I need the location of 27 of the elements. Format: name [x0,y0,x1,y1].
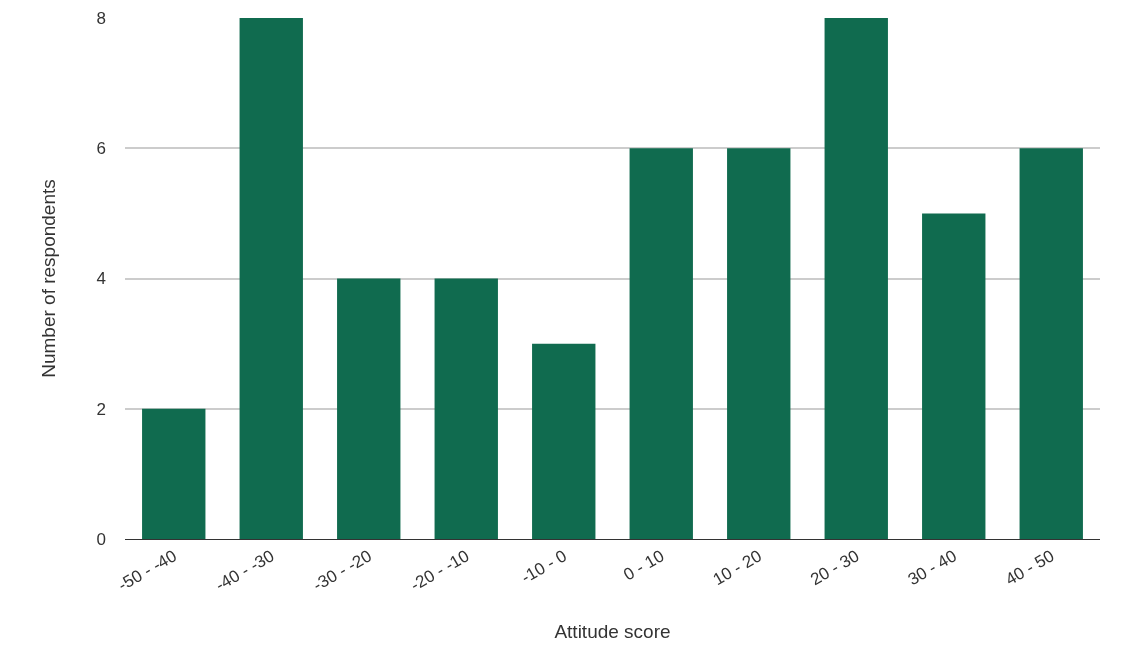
y-tick-label: 0 [96,529,106,549]
y-tick-label: 8 [96,8,106,28]
x-tick-label: 10 - 20 [709,546,765,590]
x-tick-label: -40 - -30 [212,546,278,595]
bar [434,278,498,539]
bar [142,408,206,539]
bar [629,148,693,539]
x-tick-label: 30 - 40 [904,546,960,590]
bar [337,278,401,539]
y-tick-label: 2 [96,399,106,419]
x-tick-label: 0 - 10 [620,546,668,585]
bar [922,213,986,539]
x-tick-label: 20 - 30 [807,546,863,590]
y-axis-title: Number of respondents [38,179,60,378]
x-tick-label: -10 - 0 [517,546,570,588]
bar [1019,148,1083,539]
bar [727,148,791,539]
x-tick-label: -20 - -10 [407,546,473,595]
bar [532,343,596,539]
y-tick-label: 6 [96,139,106,159]
x-tick-label: -50 - -40 [114,546,180,595]
x-tick-label: -30 - -20 [309,546,375,595]
x-axis-title: Attitude score [554,620,671,642]
bar [239,18,303,539]
bar [824,18,888,539]
x-tick-label: 40 - 50 [1002,546,1058,590]
y-tick-label: 4 [96,269,106,289]
